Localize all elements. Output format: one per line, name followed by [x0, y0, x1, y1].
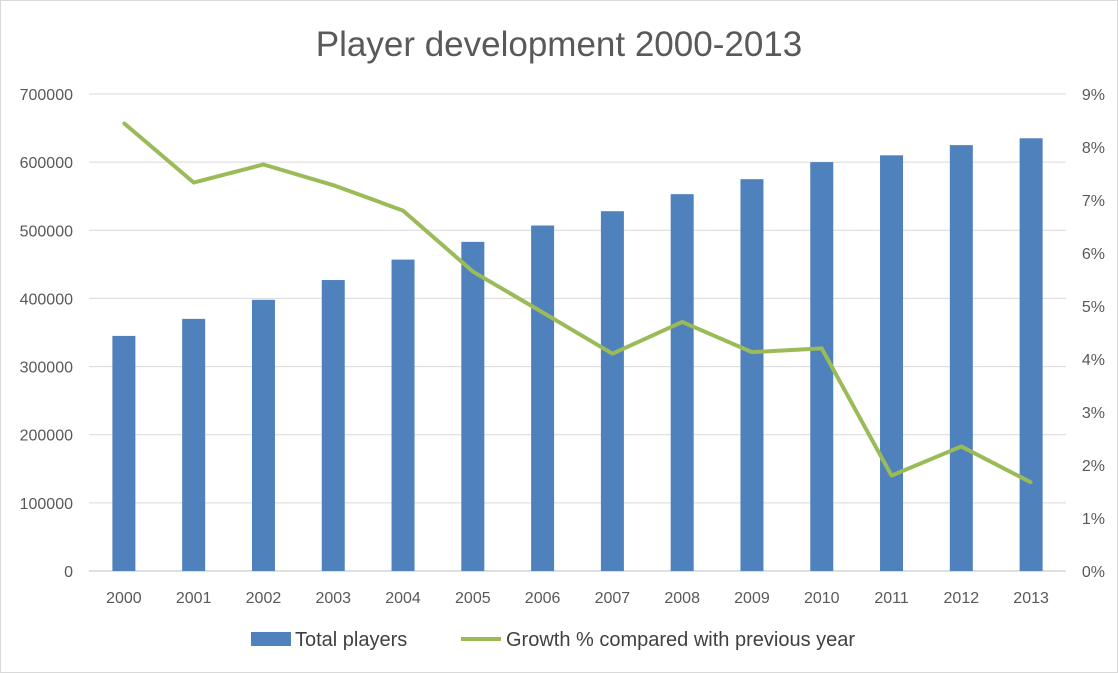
growth-point-2013 — [1029, 480, 1033, 484]
chart-title: Player development 2000-2013 — [316, 25, 802, 64]
right-axis-tick-label: 1% — [1082, 511, 1105, 528]
bar-series-total-players — [112, 138, 1043, 572]
bar-2004 — [391, 259, 415, 571]
bar-2005 — [461, 241, 485, 571]
right-axis-tick-label: 5% — [1082, 299, 1105, 316]
x-axis-tick-label: 2013 — [1013, 590, 1049, 607]
x-axis-tick-label: 2001 — [176, 590, 212, 607]
growth-point-2011 — [890, 474, 894, 478]
right-axis: 0% 1% 2% 3% 4% 5% 6% 7% 8% 9% — [1082, 87, 1105, 581]
bar-2002 — [251, 299, 275, 571]
legend: Total players Growth % compared with pre… — [251, 629, 855, 651]
bar-2010 — [810, 162, 834, 571]
bar-2006 — [531, 225, 555, 571]
legend-label-growth: Growth % compared with previous year — [506, 629, 855, 651]
left-axis-tick-label: 200000 — [20, 428, 73, 445]
left-axis-tick-label: 100000 — [20, 496, 73, 513]
legend-swatch-total-players — [251, 632, 291, 646]
x-axis-tick-label: 2010 — [804, 590, 840, 607]
growth-point-2009 — [750, 350, 754, 354]
x-axis: 2000 2001 2002 2003 2004 2005 2006 2007 2008 2009… — [106, 590, 1049, 607]
right-axis-tick-label: 7% — [1082, 193, 1105, 210]
growth-point-2004 — [401, 209, 405, 213]
right-axis-tick-label: 6% — [1082, 246, 1105, 263]
bar-2007 — [600, 211, 624, 571]
left-axis-tick-label: 0 — [64, 564, 73, 581]
line-series-growth — [122, 121, 1033, 485]
right-axis-tick-label: 4% — [1082, 352, 1105, 369]
bar-2000 — [112, 335, 136, 571]
bar-2013 — [1019, 138, 1043, 572]
right-axis-tick-label: 9% — [1082, 87, 1105, 104]
gridlines — [89, 93, 1066, 572]
left-axis-tick-label: 500000 — [20, 223, 73, 240]
left-axis-tick-label: 600000 — [20, 155, 73, 172]
bar-2009 — [740, 179, 764, 571]
x-axis-tick-label: 2000 — [106, 590, 142, 607]
x-axis-tick-label: 2005 — [455, 590, 491, 607]
growth-line — [122, 121, 1033, 485]
x-axis-tick-label: 2003 — [315, 590, 351, 607]
growth-point-2012 — [959, 444, 963, 448]
bar-2008 — [670, 194, 694, 572]
growth-point-2000 — [122, 121, 126, 125]
left-axis: 0 100000 200000 300000 400000 500000 600000 700… — [20, 87, 73, 581]
growth-point-2002 — [261, 162, 265, 166]
growth-point-2006 — [541, 310, 545, 314]
bar-2012 — [949, 145, 973, 571]
right-axis-tick-label: 2% — [1082, 458, 1105, 475]
left-axis-tick-label: 400000 — [20, 291, 73, 308]
growth-point-2001 — [192, 181, 196, 185]
left-axis-tick-label: 700000 — [20, 87, 73, 104]
right-axis-tick-label: 8% — [1082, 140, 1105, 157]
left-axis-tick-label: 300000 — [20, 360, 73, 377]
x-axis-tick-label: 2011 — [874, 590, 909, 607]
x-axis-tick-label: 2008 — [664, 590, 700, 607]
x-axis-tick-label: 2004 — [385, 590, 421, 607]
bar-2011 — [880, 155, 904, 572]
right-axis-tick-label: 0% — [1082, 564, 1105, 581]
x-axis-tick-label: 2006 — [525, 590, 561, 607]
legend-label-total-players: Total players — [295, 629, 407, 651]
bar-2003 — [321, 280, 345, 571]
bar-2001 — [182, 318, 206, 571]
growth-point-2005 — [471, 270, 475, 274]
x-axis-tick-label: 2012 — [944, 590, 980, 607]
x-axis-tick-label: 2002 — [246, 590, 282, 607]
growth-point-2007 — [610, 352, 614, 356]
x-axis-tick-label: 2009 — [734, 590, 770, 607]
right-axis-tick-label: 3% — [1082, 405, 1105, 422]
growth-point-2010 — [820, 346, 824, 350]
x-axis-tick-label: 2007 — [595, 590, 631, 607]
growth-point-2003 — [331, 183, 335, 187]
growth-point-2008 — [680, 320, 684, 324]
